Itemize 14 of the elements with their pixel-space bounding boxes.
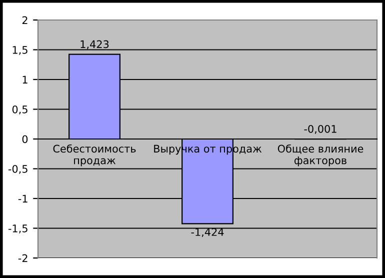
y-tick-label: 1 [22,76,28,84]
data-label: -0,001 [304,124,336,134]
y-tick-label: 0 [22,135,28,144]
y-tick-label: -0,5 [8,164,28,174]
x-tick-label: Общее влияние факторов [278,144,364,166]
y-tick-label: -1,5 [8,224,28,234]
y-tick-label: 0,5 [12,105,28,114]
y-tick-label: 1,5 [12,46,28,55]
data-label: -1,424 [191,228,224,238]
y-tick-label: 2 [22,16,28,24]
data-label: 1,423 [80,40,109,50]
y-tick-label: -1 [18,194,28,202]
y-tick-label: -2 [18,254,28,262]
x-tick-label: Себестоимость продаж [53,144,136,166]
